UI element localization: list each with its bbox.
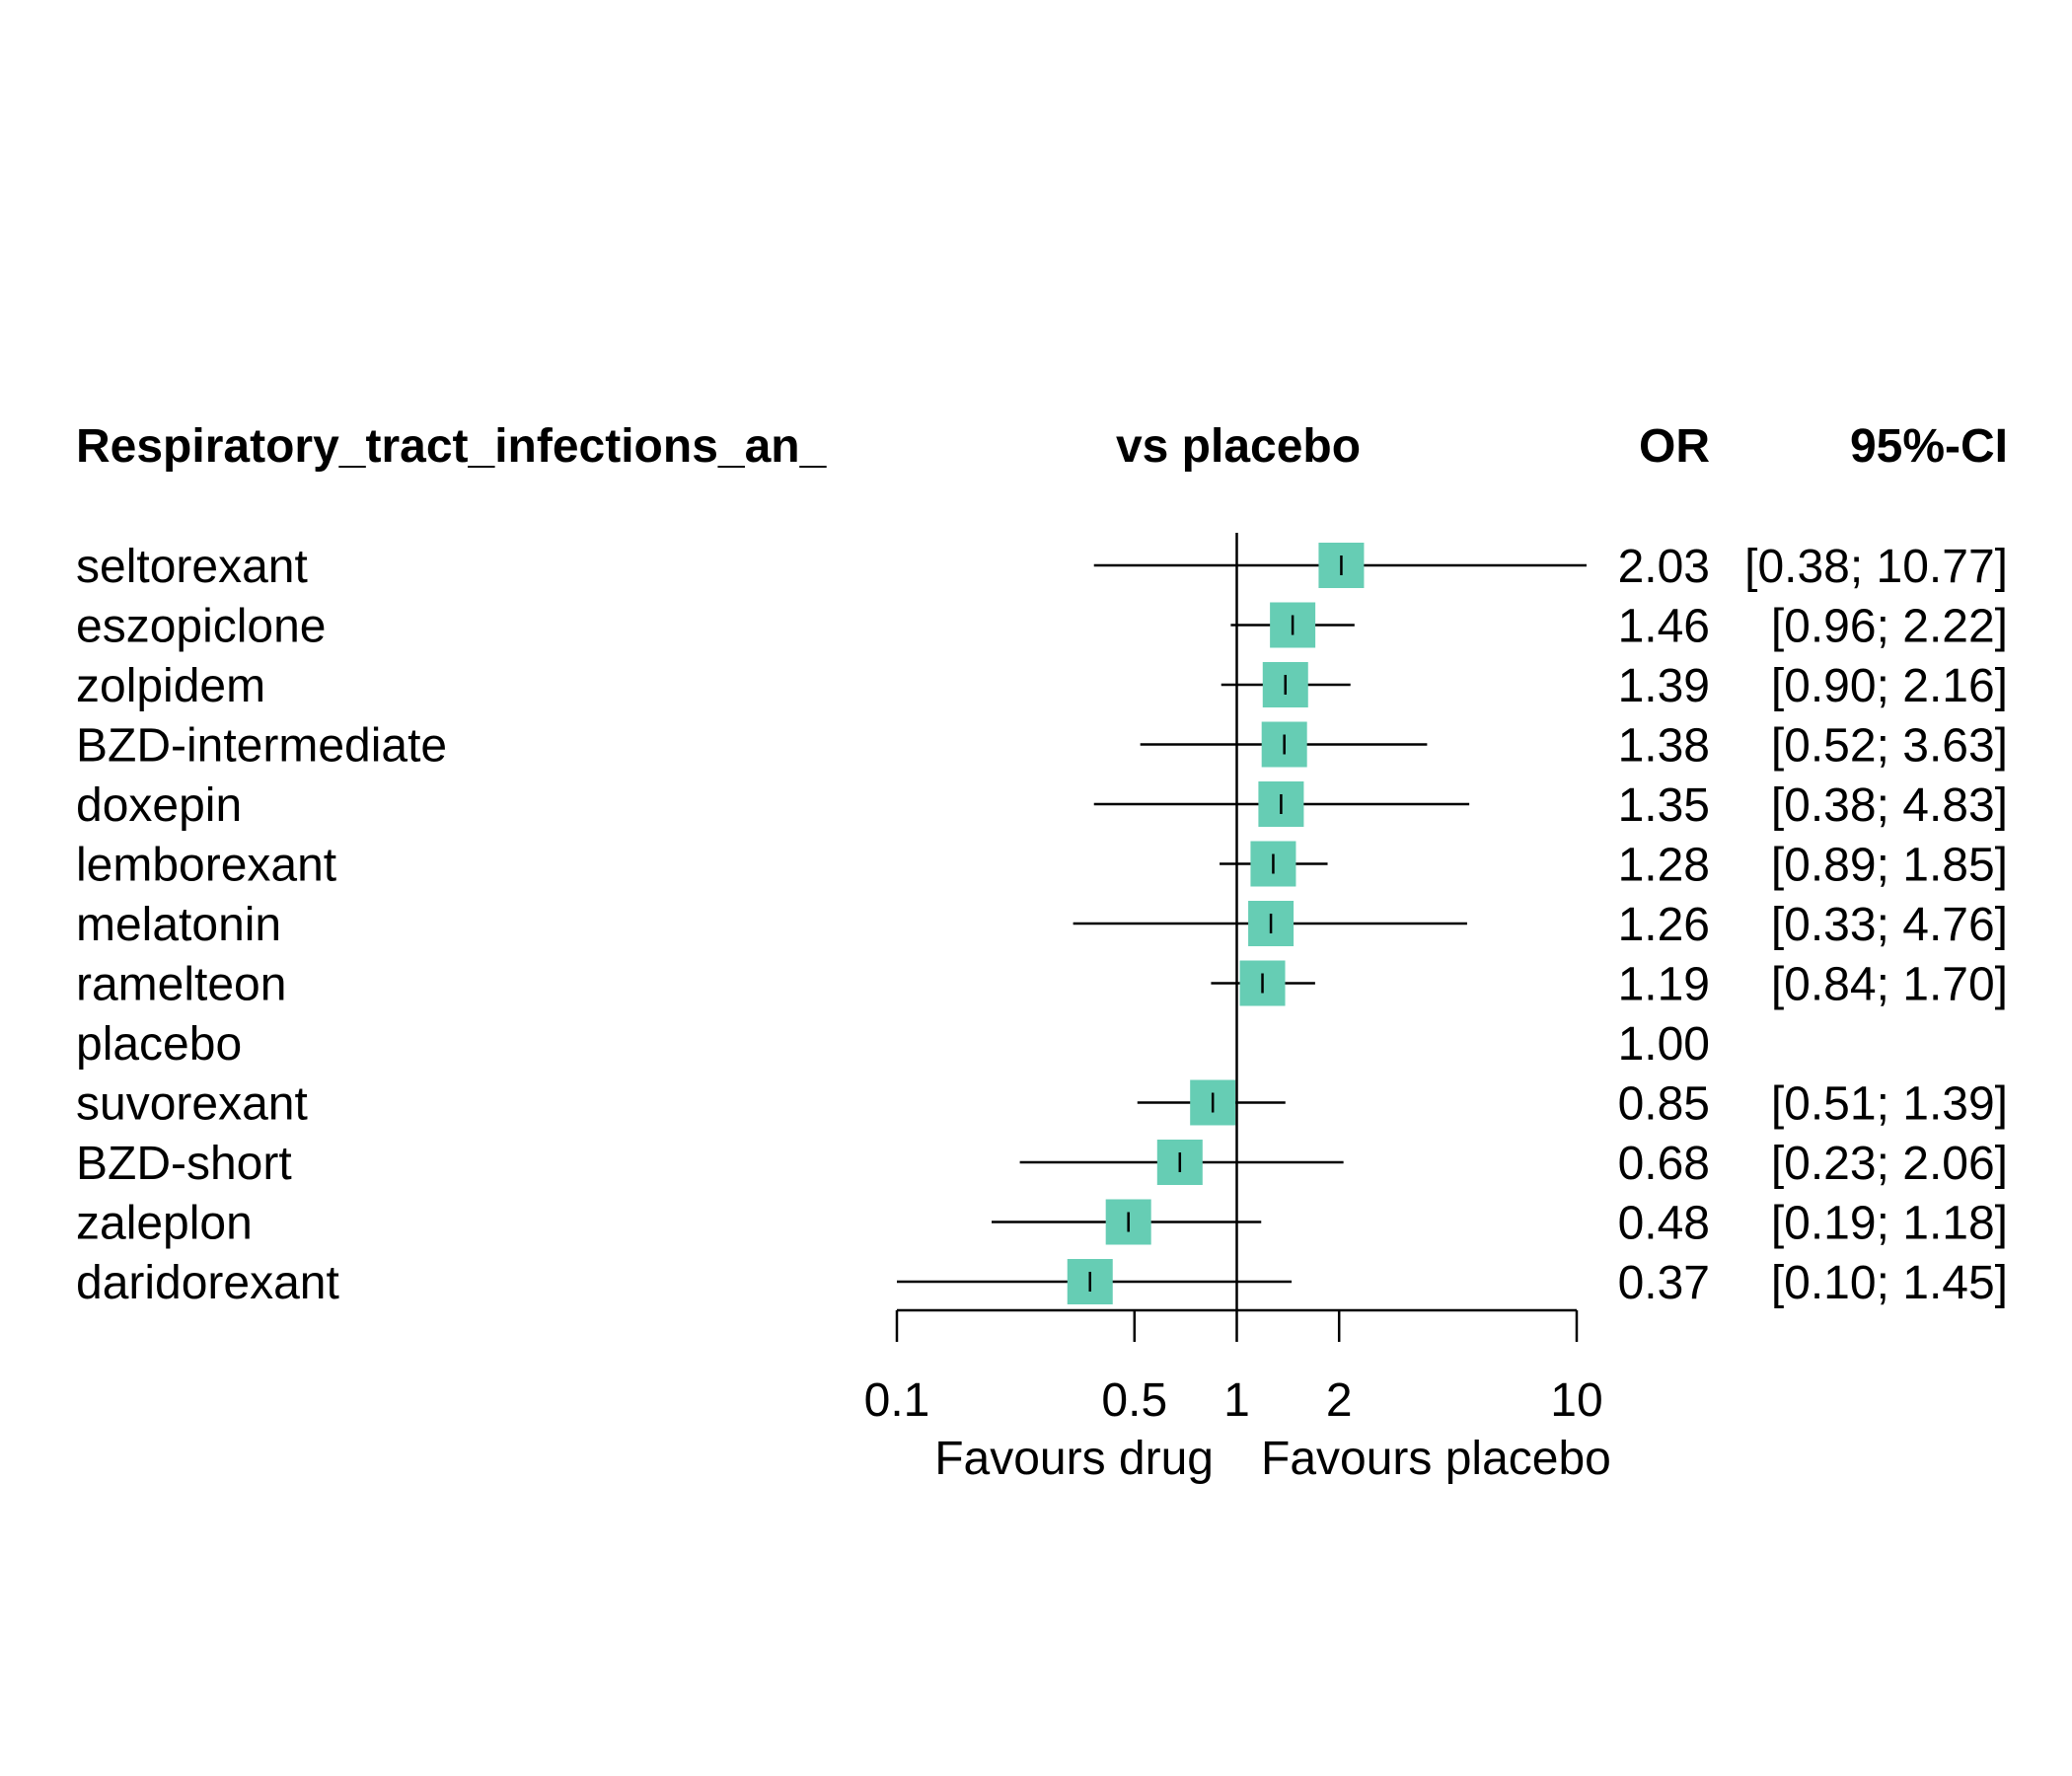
row-suvorexant: suvorexant 0.85 [0.51; 1.39] — [76, 1078, 2008, 1131]
row-label: placebo — [76, 1018, 242, 1071]
or-value: 1.38 — [1618, 720, 1710, 773]
ci-value: [0.38; 4.83] — [1771, 779, 2008, 832]
row-BZD-short: BZD-short 0.68 [0.23; 2.06] — [76, 1138, 2008, 1190]
or-value: 1.26 — [1618, 899, 1710, 951]
ci-value: [0.19; 1.18] — [1771, 1198, 2008, 1250]
ci-value: [0.84; 1.70] — [1771, 959, 2008, 1011]
tick-label: 10 — [1550, 1374, 1602, 1427]
row-label: melatonin — [76, 899, 281, 951]
or-value: 1.19 — [1618, 959, 1710, 1011]
row-ramelteon: ramelteon 1.19 [0.84; 1.70] — [76, 959, 2008, 1011]
or-value: 1.28 — [1618, 840, 1710, 892]
row-melatonin: melatonin 1.26 [0.33; 4.76] — [76, 899, 2008, 951]
or-value: 1.35 — [1618, 779, 1710, 832]
row-eszopiclone: eszopiclone 1.46 [0.96; 2.22] — [76, 601, 2008, 653]
rows-layer: seltorexant 2.03 [0.38; 10.77] eszopiclone 1… — [76, 541, 2008, 1309]
ci-value: [0.23; 2.06] — [1771, 1138, 2008, 1190]
row-label: doxepin — [76, 779, 242, 832]
row-label: lemborexant — [76, 840, 336, 892]
tick-label: 1 — [1223, 1374, 1250, 1427]
row-daridorexant: daridorexant 0.37 [0.10; 1.45] — [76, 1257, 2008, 1309]
favours-drug-label: Favours drug — [934, 1433, 1214, 1485]
favours-placebo-label: Favours placebo — [1261, 1433, 1611, 1485]
or-value: 1.46 — [1618, 601, 1710, 653]
header-or: OR — [1639, 420, 1710, 473]
header-ci: 95%-CI — [1850, 420, 2008, 473]
or-value: 1.39 — [1618, 660, 1710, 712]
header-comparison: vs placebo — [1116, 420, 1361, 473]
row-zolpidem: zolpidem 1.39 [0.90; 2.16] — [76, 660, 2008, 712]
row-label: eszopiclone — [76, 601, 327, 653]
or-value: 0.37 — [1618, 1257, 1710, 1309]
ci-value: [0.89; 1.85] — [1771, 840, 2008, 892]
ci-value: [0.10; 1.45] — [1771, 1257, 2008, 1309]
ci-value: [0.51; 1.39] — [1771, 1078, 2008, 1131]
or-value: 0.68 — [1618, 1138, 1710, 1190]
row-label: zolpidem — [76, 660, 265, 712]
row-zaleplon: zaleplon 0.48 [0.19; 1.18] — [76, 1198, 2008, 1250]
tick-label: 0.5 — [1101, 1374, 1167, 1427]
ci-value: [0.38; 10.77] — [1744, 541, 2008, 593]
ci-value: [0.90; 2.16] — [1771, 660, 2008, 712]
row-BZD-intermediate: BZD-intermediate 1.38 [0.52; 3.63] — [76, 720, 2008, 773]
ci-value: [0.96; 2.22] — [1771, 601, 2008, 653]
header-outcome: Respiratory_tract_infections_an_ — [76, 420, 828, 473]
or-value: 0.48 — [1618, 1198, 1710, 1250]
ci-value: [0.33; 4.76] — [1771, 899, 2008, 951]
or-value: 2.03 — [1618, 541, 1710, 593]
row-label: zaleplon — [76, 1198, 253, 1250]
row-label: ramelteon — [76, 959, 286, 1011]
row-seltorexant: seltorexant 2.03 [0.38; 10.77] — [76, 541, 2008, 593]
row-doxepin: doxepin 1.35 [0.38; 4.83] — [76, 779, 2008, 832]
ci-value: [0.52; 3.63] — [1771, 720, 2008, 773]
row-label: daridorexant — [76, 1257, 339, 1309]
row-lemborexant: lemborexant 1.28 [0.89; 1.85] — [76, 840, 2008, 892]
row-label: BZD-short — [76, 1138, 292, 1190]
row-label: seltorexant — [76, 541, 308, 593]
x-axis: 0.1 0.5 1 2 10 — [864, 1308, 1603, 1427]
row-placebo: placebo 1.00 — [76, 1018, 1710, 1071]
row-label: BZD-intermediate — [76, 720, 447, 773]
or-value: 0.85 — [1618, 1078, 1710, 1131]
tick-label: 0.1 — [864, 1374, 930, 1427]
tick-label: 2 — [1326, 1374, 1353, 1427]
or-value: 1.00 — [1618, 1018, 1710, 1071]
row-label: suvorexant — [76, 1078, 308, 1131]
